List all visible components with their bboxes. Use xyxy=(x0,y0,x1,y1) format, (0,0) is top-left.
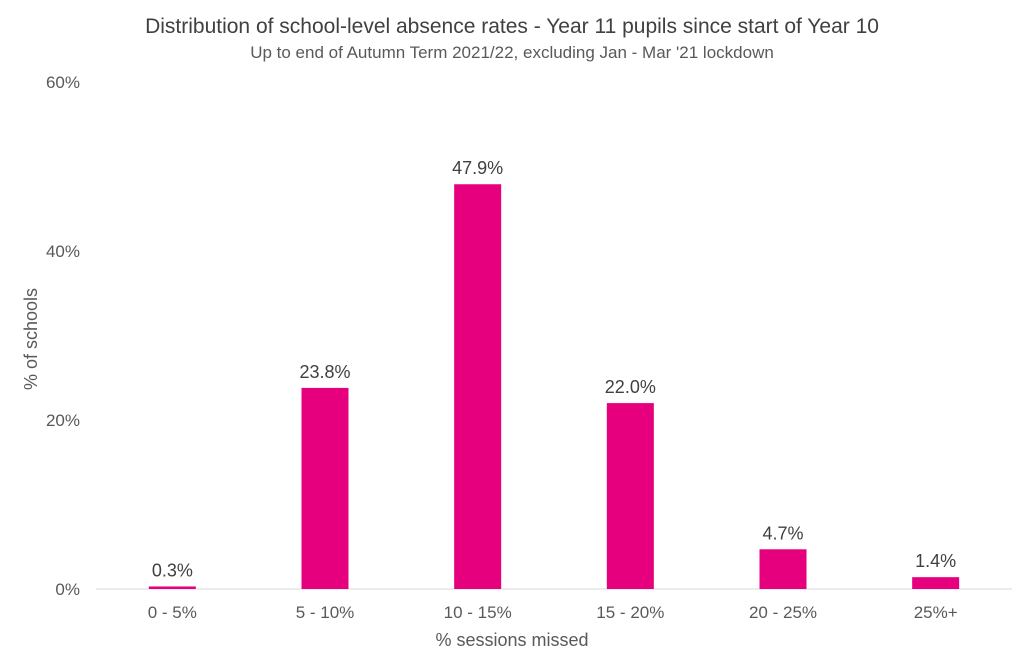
data-label: 47.9% xyxy=(452,158,503,178)
bar xyxy=(759,549,807,589)
x-tick-label: 20 - 25% xyxy=(749,603,817,622)
y-tick-label: 0% xyxy=(55,580,80,599)
bar xyxy=(148,586,196,589)
bar xyxy=(301,387,349,589)
bars xyxy=(148,184,960,589)
x-tick-label: 0 - 5% xyxy=(148,603,197,622)
chart-title: Distribution of school-level absence rat… xyxy=(145,15,879,38)
data-label: 0.3% xyxy=(152,560,193,580)
x-tick-label: 15 - 20% xyxy=(596,603,664,622)
x-axis-ticks: 0 - 5% 5 - 10% 10 - 15% 15 - 20% 20 - 25% 25%… xyxy=(148,603,958,622)
x-tick-label: 25%+ xyxy=(914,603,958,622)
data-label: 23.8% xyxy=(299,362,350,382)
bar xyxy=(912,577,960,589)
data-labels: 0.3% 23.8% 47.9% 22.0% 4.7% 1.4% xyxy=(152,158,956,580)
y-tick-label: 60% xyxy=(46,73,80,92)
bar xyxy=(606,403,654,589)
y-axis-ticks: 0% 20% 40% 60% xyxy=(46,73,80,599)
x-axis-label: % sessions missed xyxy=(435,630,588,650)
x-tick-label: 5 - 10% xyxy=(296,603,355,622)
y-axis-label: % of schools xyxy=(21,288,41,390)
chart-subtitle: Up to end of Autumn Term 2021/22, exclud… xyxy=(250,43,774,62)
data-label: 1.4% xyxy=(915,551,956,571)
y-tick-label: 20% xyxy=(46,411,80,430)
x-tick-label: 10 - 15% xyxy=(444,603,512,622)
data-label: 4.7% xyxy=(762,523,803,543)
y-tick-label: 40% xyxy=(46,242,80,261)
data-label: 22.0% xyxy=(605,377,656,397)
bar xyxy=(454,184,502,589)
